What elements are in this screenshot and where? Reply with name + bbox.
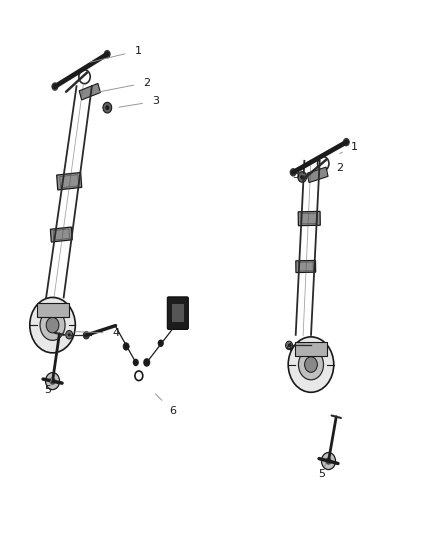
FancyBboxPatch shape	[172, 304, 184, 322]
Text: 4: 4	[75, 328, 120, 338]
Circle shape	[103, 102, 112, 113]
FancyBboxPatch shape	[167, 297, 188, 329]
Circle shape	[343, 138, 350, 147]
Circle shape	[304, 357, 318, 373]
Circle shape	[288, 337, 334, 392]
Circle shape	[290, 168, 297, 176]
Circle shape	[298, 349, 324, 380]
Circle shape	[321, 453, 336, 470]
Text: 2: 2	[324, 163, 343, 173]
Polygon shape	[298, 212, 320, 225]
Circle shape	[51, 82, 58, 91]
Circle shape	[66, 330, 73, 339]
Text: 1: 1	[340, 142, 358, 154]
Polygon shape	[57, 173, 82, 190]
Polygon shape	[79, 83, 100, 100]
Text: 5: 5	[318, 464, 325, 479]
Circle shape	[133, 359, 139, 366]
Circle shape	[68, 333, 71, 336]
Circle shape	[46, 317, 59, 333]
Circle shape	[49, 377, 56, 385]
Circle shape	[123, 343, 129, 350]
Polygon shape	[307, 167, 328, 183]
Text: 3: 3	[119, 96, 159, 107]
Text: 3: 3	[292, 170, 304, 180]
Circle shape	[83, 332, 89, 339]
Circle shape	[300, 174, 304, 179]
Text: 4: 4	[286, 343, 304, 352]
FancyBboxPatch shape	[295, 342, 327, 356]
Circle shape	[30, 297, 75, 353]
FancyBboxPatch shape	[37, 303, 68, 317]
Text: 2: 2	[95, 78, 150, 93]
Circle shape	[104, 50, 111, 59]
Circle shape	[143, 358, 150, 367]
Circle shape	[46, 373, 60, 390]
Circle shape	[286, 341, 293, 350]
Polygon shape	[296, 261, 316, 272]
Circle shape	[298, 172, 307, 182]
Circle shape	[288, 344, 290, 347]
Text: 6: 6	[155, 394, 177, 416]
Text: 1: 1	[90, 46, 141, 62]
Circle shape	[40, 310, 65, 341]
Polygon shape	[50, 227, 72, 242]
Circle shape	[158, 340, 164, 347]
Circle shape	[325, 457, 332, 465]
Circle shape	[105, 106, 110, 110]
Text: 5: 5	[45, 378, 52, 395]
